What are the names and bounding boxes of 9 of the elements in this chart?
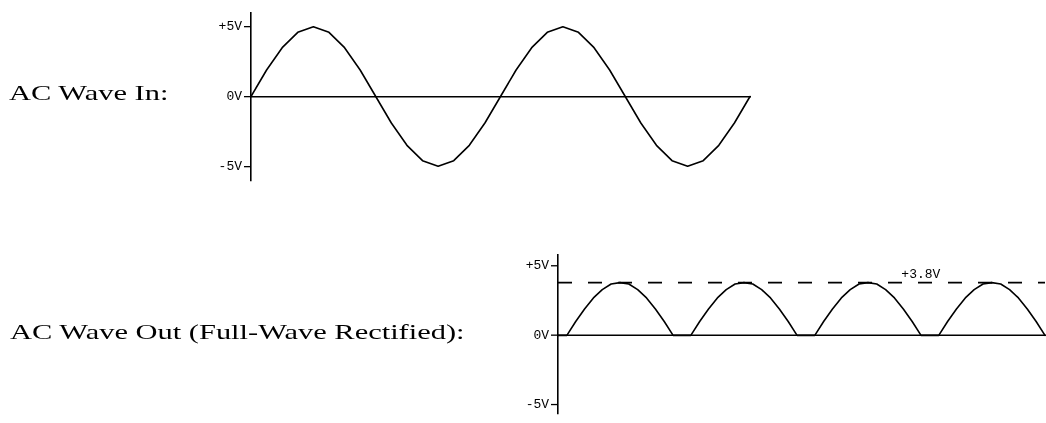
- text: AC Wave In:: [9, 81, 169, 105]
- text: AC Wave Out (Full-Wave Rectified):: [10, 320, 465, 344]
- y-tick-label: -5V: [525, 397, 550, 413]
- y-tick-label: +5V: [218, 19, 243, 35]
- y-tick-label: +5V: [525, 258, 550, 274]
- y-tick-label: 0V: [226, 88, 243, 104]
- y-tick-label: 0V: [533, 327, 550, 343]
- ref-line-label: +3.8V: [901, 266, 941, 282]
- y-tick-label: -5V: [218, 158, 243, 174]
